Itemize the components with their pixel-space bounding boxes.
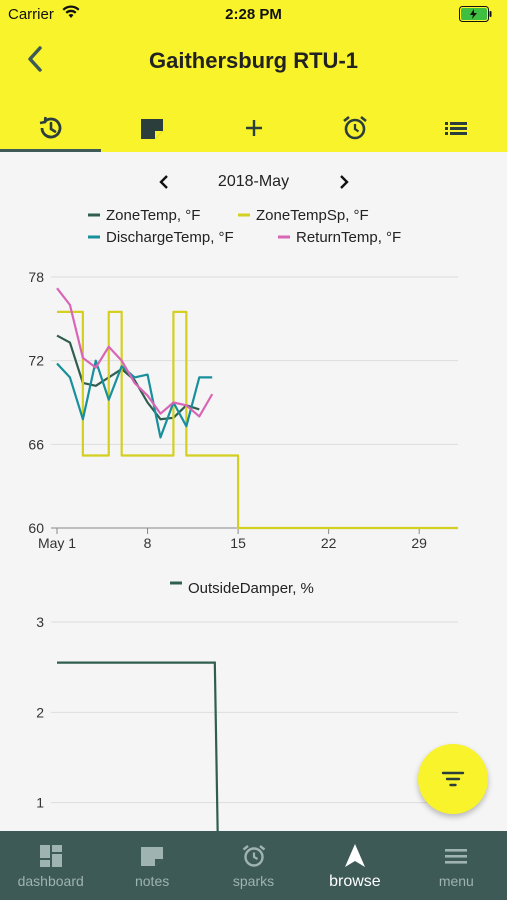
nav-menu[interactable]: menu xyxy=(406,831,507,900)
y-tick-label: 2 xyxy=(36,704,44,720)
legend-label: ZoneTempSp, °F xyxy=(256,207,369,224)
status-time: 2:28 PM xyxy=(225,6,282,23)
legend-label: OutsideDamper, % xyxy=(188,580,314,597)
list-icon xyxy=(445,122,468,135)
carrier-label: Carrier xyxy=(8,6,54,23)
legend-label: ZoneTemp, °F xyxy=(106,207,200,224)
tab-alarms[interactable] xyxy=(304,104,405,152)
y-tick-label: 72 xyxy=(28,353,44,369)
nav-notes[interactable]: notes xyxy=(101,831,202,900)
page-title: Gaithersburg RTU-1 xyxy=(148,48,359,73)
series-line xyxy=(56,359,213,439)
nav-browse[interactable]: browse xyxy=(304,831,405,900)
y-tick-label: 3 xyxy=(36,614,44,630)
tab-notes[interactable] xyxy=(101,104,202,152)
month-label: 2018-May xyxy=(217,173,290,190)
nav-sparks[interactable]: sparks xyxy=(203,831,304,900)
series-line xyxy=(56,287,214,418)
back-arrow-icon xyxy=(28,46,42,72)
x-tick-label: 15 xyxy=(230,535,246,551)
notes-icon xyxy=(138,842,166,870)
app-header: Gaithersburg RTU-1 xyxy=(0,28,507,152)
series-line xyxy=(57,310,458,530)
history-icon xyxy=(39,116,62,139)
legend-label: ReturnTemp, °F xyxy=(296,229,401,246)
menu-icon xyxy=(442,842,470,870)
nav-menu-label: menu xyxy=(438,873,474,889)
chevron-left-icon xyxy=(159,175,168,189)
browse-icon xyxy=(341,842,369,870)
nav-dashboard[interactable]: dashboard xyxy=(0,831,101,900)
status-bar: Carrier 2:28 PM xyxy=(0,0,507,28)
y-tick-label: 60 xyxy=(28,520,44,536)
chevron-right-icon xyxy=(340,175,349,189)
tab-add[interactable] xyxy=(203,104,304,152)
month-navigator: 2018-May xyxy=(0,168,507,196)
note-icon xyxy=(141,119,164,139)
tab-bar xyxy=(0,104,507,152)
outside-damper-chart: OutsideDamper, % 3 2 1 xyxy=(36,580,458,832)
wifi-icon xyxy=(62,5,80,18)
filter-icon xyxy=(441,771,465,787)
filter-button[interactable] xyxy=(418,744,488,814)
y-tick-label: 66 xyxy=(28,436,44,452)
tab-list[interactable] xyxy=(406,104,507,152)
next-month-button[interactable] xyxy=(334,172,354,192)
bottom-navigation: dashboard notes sparks xyxy=(0,831,507,900)
x-tick-label: 8 xyxy=(144,535,152,551)
back-button[interactable] xyxy=(22,44,50,74)
x-tick-label: 22 xyxy=(321,535,337,551)
nav-notes-label: notes xyxy=(134,873,170,889)
nav-sparks-label: sparks xyxy=(232,873,275,889)
tab-history[interactable] xyxy=(0,104,102,152)
alarm-icon xyxy=(343,115,367,140)
sparks-icon xyxy=(240,842,268,870)
plus-icon xyxy=(245,120,262,136)
x-tick-label: 29 xyxy=(411,535,427,551)
x-tick-label: May 1 xyxy=(38,535,76,551)
battery-icon xyxy=(459,6,492,22)
y-tick-label: 78 xyxy=(28,269,44,285)
dashboard-icon xyxy=(37,842,65,870)
y-tick-label: 1 xyxy=(36,795,44,811)
temperature-chart: ZoneTemp, °F ZoneTempSp, °F DischargeTemp,… xyxy=(28,207,458,551)
nav-browse-label: browse xyxy=(329,873,381,890)
series-line xyxy=(56,334,200,421)
nav-dashboard-label: dashboard xyxy=(17,873,84,889)
prev-month-button[interactable] xyxy=(154,172,174,192)
legend-label: DischargeTemp, °F xyxy=(106,229,234,246)
series-line xyxy=(57,661,219,832)
